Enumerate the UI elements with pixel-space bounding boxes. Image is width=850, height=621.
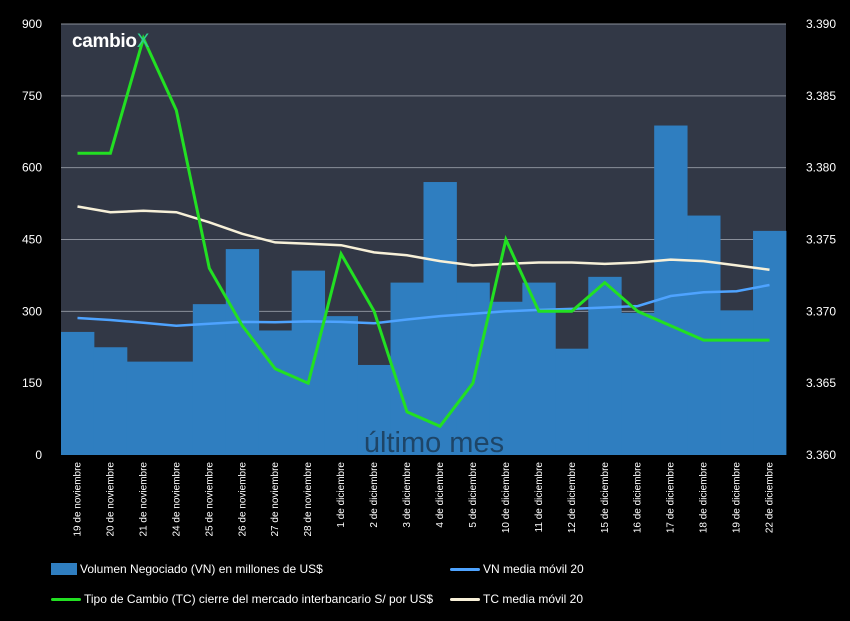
right-tick-label: 3.375 bbox=[806, 233, 836, 247]
left-tick-label: 300 bbox=[22, 304, 42, 318]
bar bbox=[225, 249, 260, 455]
category-label: 15 de diciembre bbox=[600, 462, 611, 534]
bar bbox=[258, 330, 293, 455]
bar bbox=[61, 331, 95, 455]
bar bbox=[390, 282, 424, 455]
category-label: 24 de noviembre bbox=[171, 462, 182, 537]
brand-mark: X bbox=[136, 31, 150, 52]
category-label: 19 de noviembre bbox=[72, 462, 83, 537]
tc-line bbox=[77, 34, 770, 429]
left-tick-label: 750 bbox=[22, 89, 42, 103]
left-tick-label: 900 bbox=[22, 17, 42, 31]
vn-ma-line bbox=[77, 283, 770, 327]
bar bbox=[324, 316, 358, 455]
right-tick-label: 3.390 bbox=[806, 17, 836, 31]
right-axis-ticks: 3.360 3.365 3.370 3.375 3.380 3.385 3.390 bbox=[806, 17, 836, 462]
category-label: 3 de diciembre bbox=[402, 462, 413, 528]
category-label: 25 de noviembre bbox=[204, 462, 215, 537]
category-label: 28 de noviembre bbox=[303, 462, 314, 537]
legend-label-vn: Volumen Negociado (VN) en millones de US… bbox=[80, 562, 323, 576]
legend-item-vn-ma: VN media móvil 20 bbox=[450, 562, 584, 576]
bar bbox=[555, 348, 589, 455]
category-axis-labels: 19 de noviembre 20 de noviembre 21 de novi… bbox=[72, 462, 775, 537]
left-tick-label: 450 bbox=[22, 233, 42, 247]
category-label: 2 de diciembre bbox=[369, 462, 380, 528]
legend-swatch-vn-ma bbox=[450, 567, 480, 571]
right-tick-label: 3.380 bbox=[806, 161, 836, 175]
category-label: 16 de diciembre bbox=[633, 462, 644, 534]
category-label: 10 de diciembre bbox=[501, 462, 512, 534]
bar bbox=[621, 312, 655, 455]
legend-swatch-tc-ma bbox=[450, 597, 480, 601]
category-label: 17 de diciembre bbox=[666, 462, 677, 534]
bar bbox=[654, 125, 688, 455]
tc-ma-line bbox=[77, 205, 770, 271]
right-tick-label: 3.370 bbox=[806, 304, 836, 318]
legend-label-tc: Tipo de Cambio (TC) cierre del mercado i… bbox=[84, 592, 434, 606]
left-tick-label: 600 bbox=[22, 161, 42, 175]
left-axis-ticks: 0 150 300 450 600 750 900 bbox=[22, 17, 42, 462]
category-label: 26 de noviembre bbox=[237, 462, 248, 537]
bar bbox=[489, 301, 523, 455]
bar bbox=[291, 270, 326, 455]
bar bbox=[93, 347, 128, 455]
legend-item-vn: Volumen Negociado (VN) en millones de US… bbox=[51, 562, 323, 576]
legend-label-vn-ma: VN media móvil 20 bbox=[483, 562, 584, 576]
bar bbox=[126, 361, 161, 455]
bar bbox=[456, 282, 490, 455]
right-tick-label: 3.360 bbox=[806, 448, 836, 462]
bar bbox=[192, 304, 227, 455]
brand-name: cambio bbox=[72, 31, 137, 52]
category-label: 21 de noviembre bbox=[138, 462, 149, 537]
category-label: 27 de noviembre bbox=[270, 462, 281, 537]
category-label: 4 de diciembre bbox=[435, 462, 446, 528]
bar bbox=[720, 310, 754, 455]
right-tick-label: 3.385 bbox=[806, 89, 836, 103]
category-label: 5 de diciembre bbox=[468, 462, 479, 528]
left-tick-label: 150 bbox=[22, 376, 42, 390]
bar bbox=[753, 230, 787, 455]
category-label: 11 de diciembre bbox=[534, 462, 545, 533]
bar bbox=[357, 364, 391, 455]
legend-swatch-vn bbox=[51, 563, 77, 575]
series-lines bbox=[77, 34, 770, 429]
right-tick-label: 3.365 bbox=[806, 376, 836, 390]
bar bbox=[588, 276, 622, 455]
category-label: 22 de diciembre bbox=[765, 462, 776, 534]
category-label: 18 de diciembre bbox=[699, 462, 710, 534]
watermark-text: último mes bbox=[364, 427, 504, 459]
brand-logo: cambioX bbox=[72, 31, 149, 53]
bar bbox=[159, 361, 194, 455]
left-tick-label: 0 bbox=[35, 448, 42, 462]
legend-swatch-tc bbox=[51, 597, 81, 601]
legend-item-tc-ma: TC media móvil 20 bbox=[450, 592, 583, 606]
legend-item-tc: Tipo de Cambio (TC) cierre del mercado i… bbox=[51, 592, 433, 606]
category-label: 20 de noviembre bbox=[105, 462, 116, 537]
category-label: 1 de diciembre bbox=[336, 462, 347, 528]
category-label: 12 de diciembre bbox=[567, 462, 578, 534]
legend-label-tc-ma: TC media móvil 20 bbox=[483, 592, 584, 606]
category-label: 19 de diciembre bbox=[732, 462, 743, 534]
